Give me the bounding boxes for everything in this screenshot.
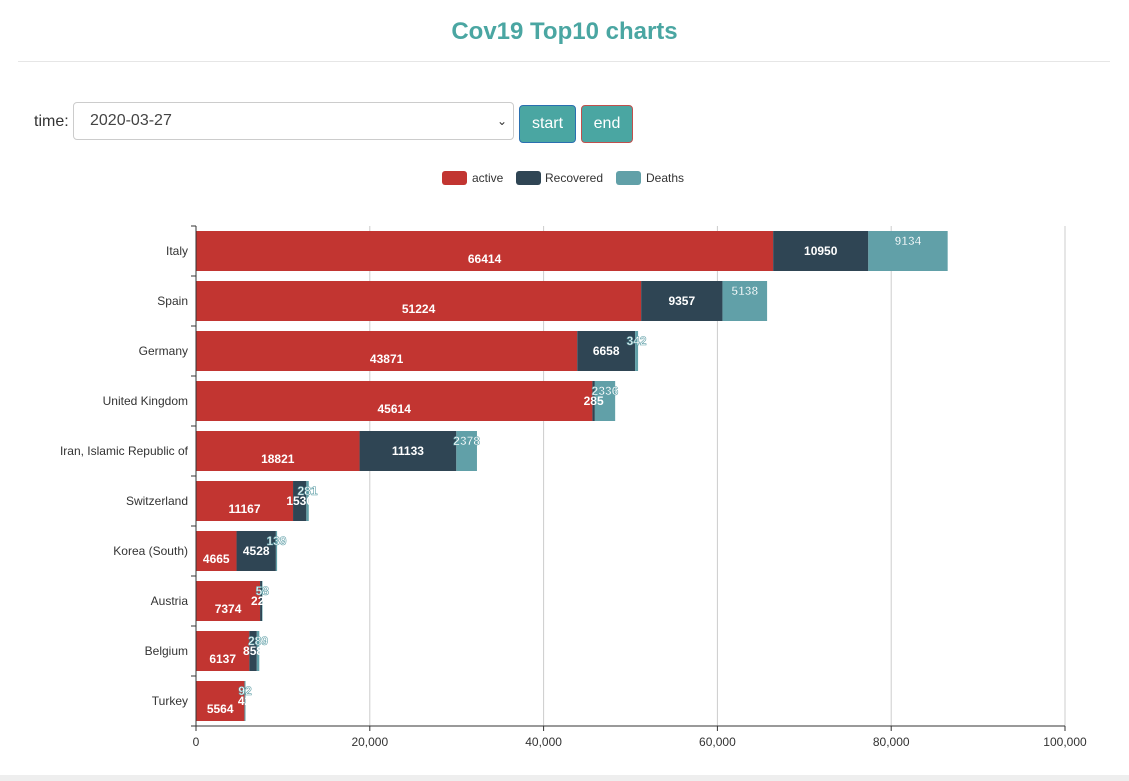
bar-deaths — [275, 531, 278, 571]
x-tick-label: 20,000 — [351, 735, 388, 749]
data-label-deaths: 2378 — [453, 434, 480, 448]
chart-axes: 0 20,000 40,000 60,000 80,000 100,000 Italy Spa… — [60, 225, 1087, 749]
data-label-deaths: 58 — [256, 584, 270, 598]
time-select[interactable]: 2020-03-27 ⌄ — [73, 102, 514, 140]
data-label-active: 45614 — [378, 402, 412, 416]
y-tick-label: Switzerland — [126, 494, 188, 508]
bar-recovered — [244, 681, 245, 721]
bar-active — [196, 631, 250, 671]
bottom-bar — [0, 775, 1129, 781]
chart-legend: active Recovered Deaths — [442, 171, 684, 185]
bar-active — [196, 331, 578, 371]
data-label-deaths: 5138 — [731, 284, 758, 298]
page-title: Cov19 Top10 charts — [451, 18, 678, 45]
y-tick-label: Korea (South) — [113, 544, 188, 558]
bar-active — [196, 581, 261, 621]
data-label-active: 51224 — [402, 302, 436, 316]
legend-label-deaths: Deaths — [646, 171, 684, 185]
chart-bars: 66414 10950 9134 51224 9357 5138 43871 6658 342 4… — [196, 231, 948, 721]
bar-deaths — [722, 281, 768, 321]
bar-deaths — [256, 631, 260, 671]
data-label-deaths: 2336 — [592, 384, 619, 398]
y-tick-label: United Kingdom — [103, 394, 188, 408]
x-tick-label: 100,000 — [1043, 735, 1087, 749]
bar-deaths — [594, 381, 616, 421]
y-tick-label: Austria — [151, 594, 189, 608]
data-label-deaths: 92 — [238, 684, 252, 698]
bar-active — [196, 531, 237, 571]
y-tick-label: Germany — [139, 344, 188, 358]
end-button[interactable]: end — [581, 105, 633, 143]
data-label-active: 5564 — [207, 702, 234, 716]
data-label-recovered: 1530 — [286, 494, 313, 508]
bar-recovered — [773, 231, 869, 271]
x-tick-label: 40,000 — [525, 735, 562, 749]
bar-deaths — [306, 481, 309, 521]
data-label-deaths: 342 — [627, 334, 647, 348]
chevron-down-icon: ⌄ — [496, 114, 507, 128]
data-label-recovered: 4528 — [243, 544, 270, 558]
bar-deaths — [635, 331, 639, 371]
bar-active — [196, 681, 245, 721]
start-button[interactable]: start — [519, 105, 576, 143]
legend-swatch-recovered — [516, 171, 541, 185]
x-tick-label: 0 — [193, 735, 200, 749]
y-tick-label: Spain — [157, 294, 188, 308]
data-label-active: 66414 — [468, 252, 502, 266]
data-label-active: 4665 — [203, 552, 230, 566]
time-label: time: — [34, 113, 69, 130]
bar-deaths — [868, 231, 948, 271]
bar-active — [196, 431, 360, 471]
data-label-recovered: 858 — [243, 644, 263, 658]
data-label-deaths: 139 — [266, 534, 286, 548]
y-tick-label: Iran, Islamic Republic of — [60, 444, 189, 458]
bar-active — [196, 281, 642, 321]
data-label-active: 43871 — [370, 352, 404, 366]
bar-deaths — [262, 581, 263, 621]
bar-active — [196, 231, 774, 271]
y-tick-label: Turkey — [152, 694, 188, 708]
bar-recovered — [249, 631, 257, 671]
data-label-recovered: 6658 — [593, 344, 620, 358]
legend-swatch-deaths — [616, 171, 641, 185]
x-tick-label: 80,000 — [873, 735, 910, 749]
y-tick-label: Belgium — [145, 644, 188, 658]
data-label-recovered: 285 — [584, 394, 604, 408]
bar-recovered — [260, 581, 263, 621]
data-label-active: 18821 — [261, 452, 295, 466]
data-label-recovered: 10950 — [804, 244, 838, 258]
bar-recovered — [577, 331, 636, 371]
title-divider — [18, 61, 1110, 62]
data-label-deaths: 289 — [248, 634, 268, 648]
data-label-active: 6137 — [209, 652, 236, 666]
data-label-recovered: 225 — [251, 594, 271, 608]
data-label-active: 11167 — [228, 502, 260, 516]
bar-deaths — [244, 681, 246, 721]
data-label-active: 7374 — [215, 602, 242, 616]
y-tick-label: Italy — [166, 244, 188, 258]
data-label-deaths: 281 — [298, 484, 318, 498]
bar-recovered — [293, 481, 307, 521]
time-select-value: 2020-03-27 — [90, 112, 172, 129]
bar-active — [196, 381, 593, 421]
bar-recovered — [359, 431, 457, 471]
data-label-recovered: 11133 — [392, 444, 424, 458]
data-label-recovered: 9357 — [668, 294, 695, 308]
x-tick-label: 60,000 — [699, 735, 736, 749]
bar-recovered — [641, 281, 723, 321]
legend-label-recovered: Recovered — [545, 171, 603, 185]
bar-active — [196, 481, 294, 521]
legend-swatch-active — [442, 171, 467, 185]
bar-recovered — [236, 531, 276, 571]
data-label-deaths: 9134 — [895, 234, 922, 248]
bar-recovered — [592, 381, 595, 421]
bar-deaths — [456, 431, 477, 471]
legend-label-active: active — [472, 171, 504, 185]
data-label-recovered: 42 — [238, 694, 252, 708]
